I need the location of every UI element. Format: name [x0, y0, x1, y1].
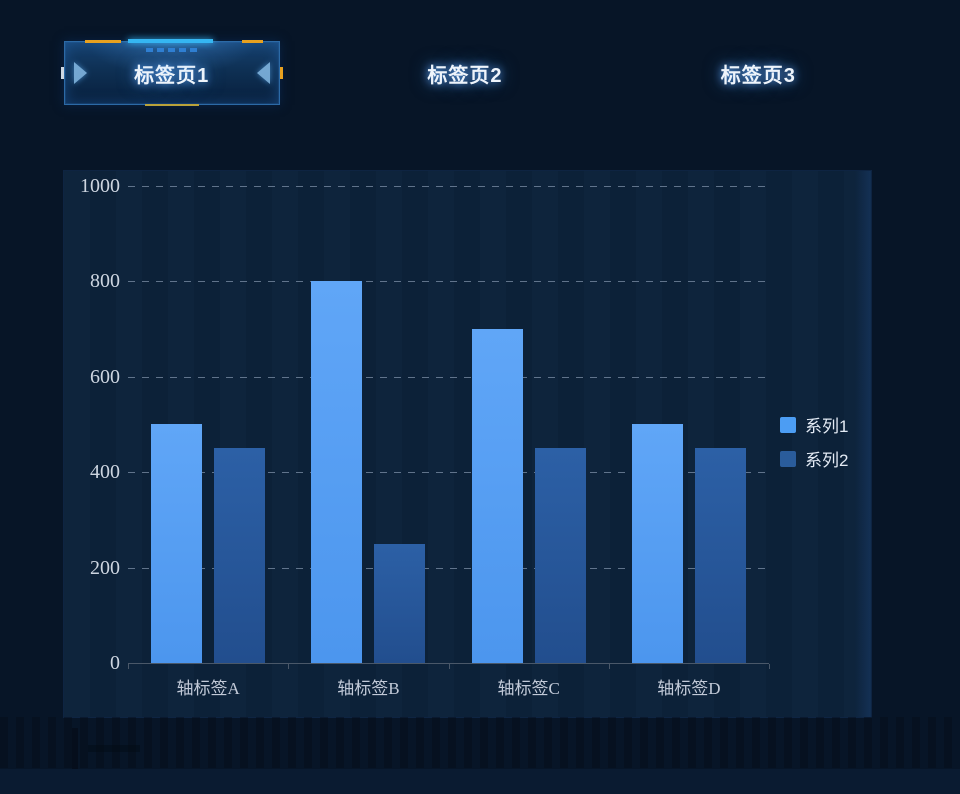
gridline-y-600 [128, 376, 769, 378]
tab-slot-3: 标签页3 [612, 41, 905, 105]
bar-系列2-轴标签C[interactable] [534, 448, 586, 663]
tab-page-2[interactable]: 标签页2 [427, 64, 503, 87]
y-axis-tick-600: 600 [90, 365, 120, 388]
decor-vertical-mark [72, 728, 78, 786]
y-axis-tick-0: 0 [110, 652, 120, 674]
tab-accent-top-left [84, 40, 121, 43]
tab-page-3[interactable]: 标签页3 [720, 64, 796, 87]
y-axis-tick-400: 400 [90, 461, 120, 483]
legend-item-系列2[interactable]: 系列2 [780, 446, 848, 471]
legend-label: 系列2 [805, 451, 849, 470]
x-axis-tick [288, 664, 290, 669]
bar-系列1-轴标签A[interactable] [151, 424, 203, 663]
bar-系列2-轴标签B[interactable] [374, 543, 426, 663]
gridline-y-400 [128, 472, 769, 473]
x-axis-tick [448, 664, 450, 669]
footer-stripe-decoration [0, 717, 960, 768]
tab-accent-bottom [144, 104, 199, 106]
x-axis-line [128, 663, 769, 664]
x-axis-tick [128, 664, 129, 669]
x-axis-label-2: 轴标签B [337, 679, 400, 698]
decor-horizontal-mark [88, 745, 140, 752]
gridline-y-1000 [128, 185, 769, 187]
tab-slot-2: 标签页2 [318, 41, 611, 105]
gridline-y-800 [128, 281, 769, 282]
bar-chart: 0 200 400 600 800 1000 轴标签A 轴标签B 轴标签C 轴标签D [64, 171, 871, 717]
gridline-y-200 [128, 567, 769, 569]
x-axis-label-1: 轴标签A [176, 679, 240, 698]
chevron-left-icon [256, 62, 270, 84]
legend-label: 系列1 [805, 417, 849, 436]
tab-bar: 标签页1 标签页2 标签页3 [25, 39, 905, 106]
legend-swatch [780, 450, 796, 467]
y-axis-tick-800: 800 [90, 270, 120, 292]
tab-dash-decoration [65, 48, 279, 52]
chart-legend: 系列1 系列2 [780, 412, 848, 471]
x-axis-label-3: 轴标签C [497, 679, 560, 698]
bar-系列1-轴标签B[interactable] [311, 281, 363, 663]
bar-系列2-轴标签A[interactable] [214, 448, 266, 663]
tab-edge-tick-right [279, 67, 283, 79]
tab-label-1: 标签页1 [134, 64, 210, 87]
footer-band [0, 769, 960, 794]
x-axis-tick [769, 664, 770, 669]
tab-edge-tick-left [60, 67, 64, 79]
bar-系列1-轴标签D[interactable] [631, 424, 683, 663]
x-axis-tick [608, 664, 610, 669]
chevron-right-icon [73, 62, 87, 84]
x-axis-label-4: 轴标签D [657, 679, 721, 698]
legend-swatch [780, 416, 796, 433]
bar-系列1-轴标签C[interactable] [471, 328, 523, 663]
tab-accent-top-center [127, 39, 213, 43]
legend-item-系列1[interactable]: 系列1 [780, 412, 848, 437]
y-axis-tick-1000: 1000 [80, 174, 120, 197]
y-axis-tick-200: 200 [90, 556, 120, 579]
chart-panel: 0 200 400 600 800 1000 轴标签A 轴标签B 轴标签C 轴标签D 系列1 系列2 [64, 171, 871, 717]
bar-系列2-轴标签D[interactable] [694, 448, 746, 663]
tab-slot-1: 标签页1 [25, 39, 318, 106]
tab-accent-top-right [241, 40, 263, 43]
tab-page-1[interactable]: 标签页1 [60, 39, 283, 106]
